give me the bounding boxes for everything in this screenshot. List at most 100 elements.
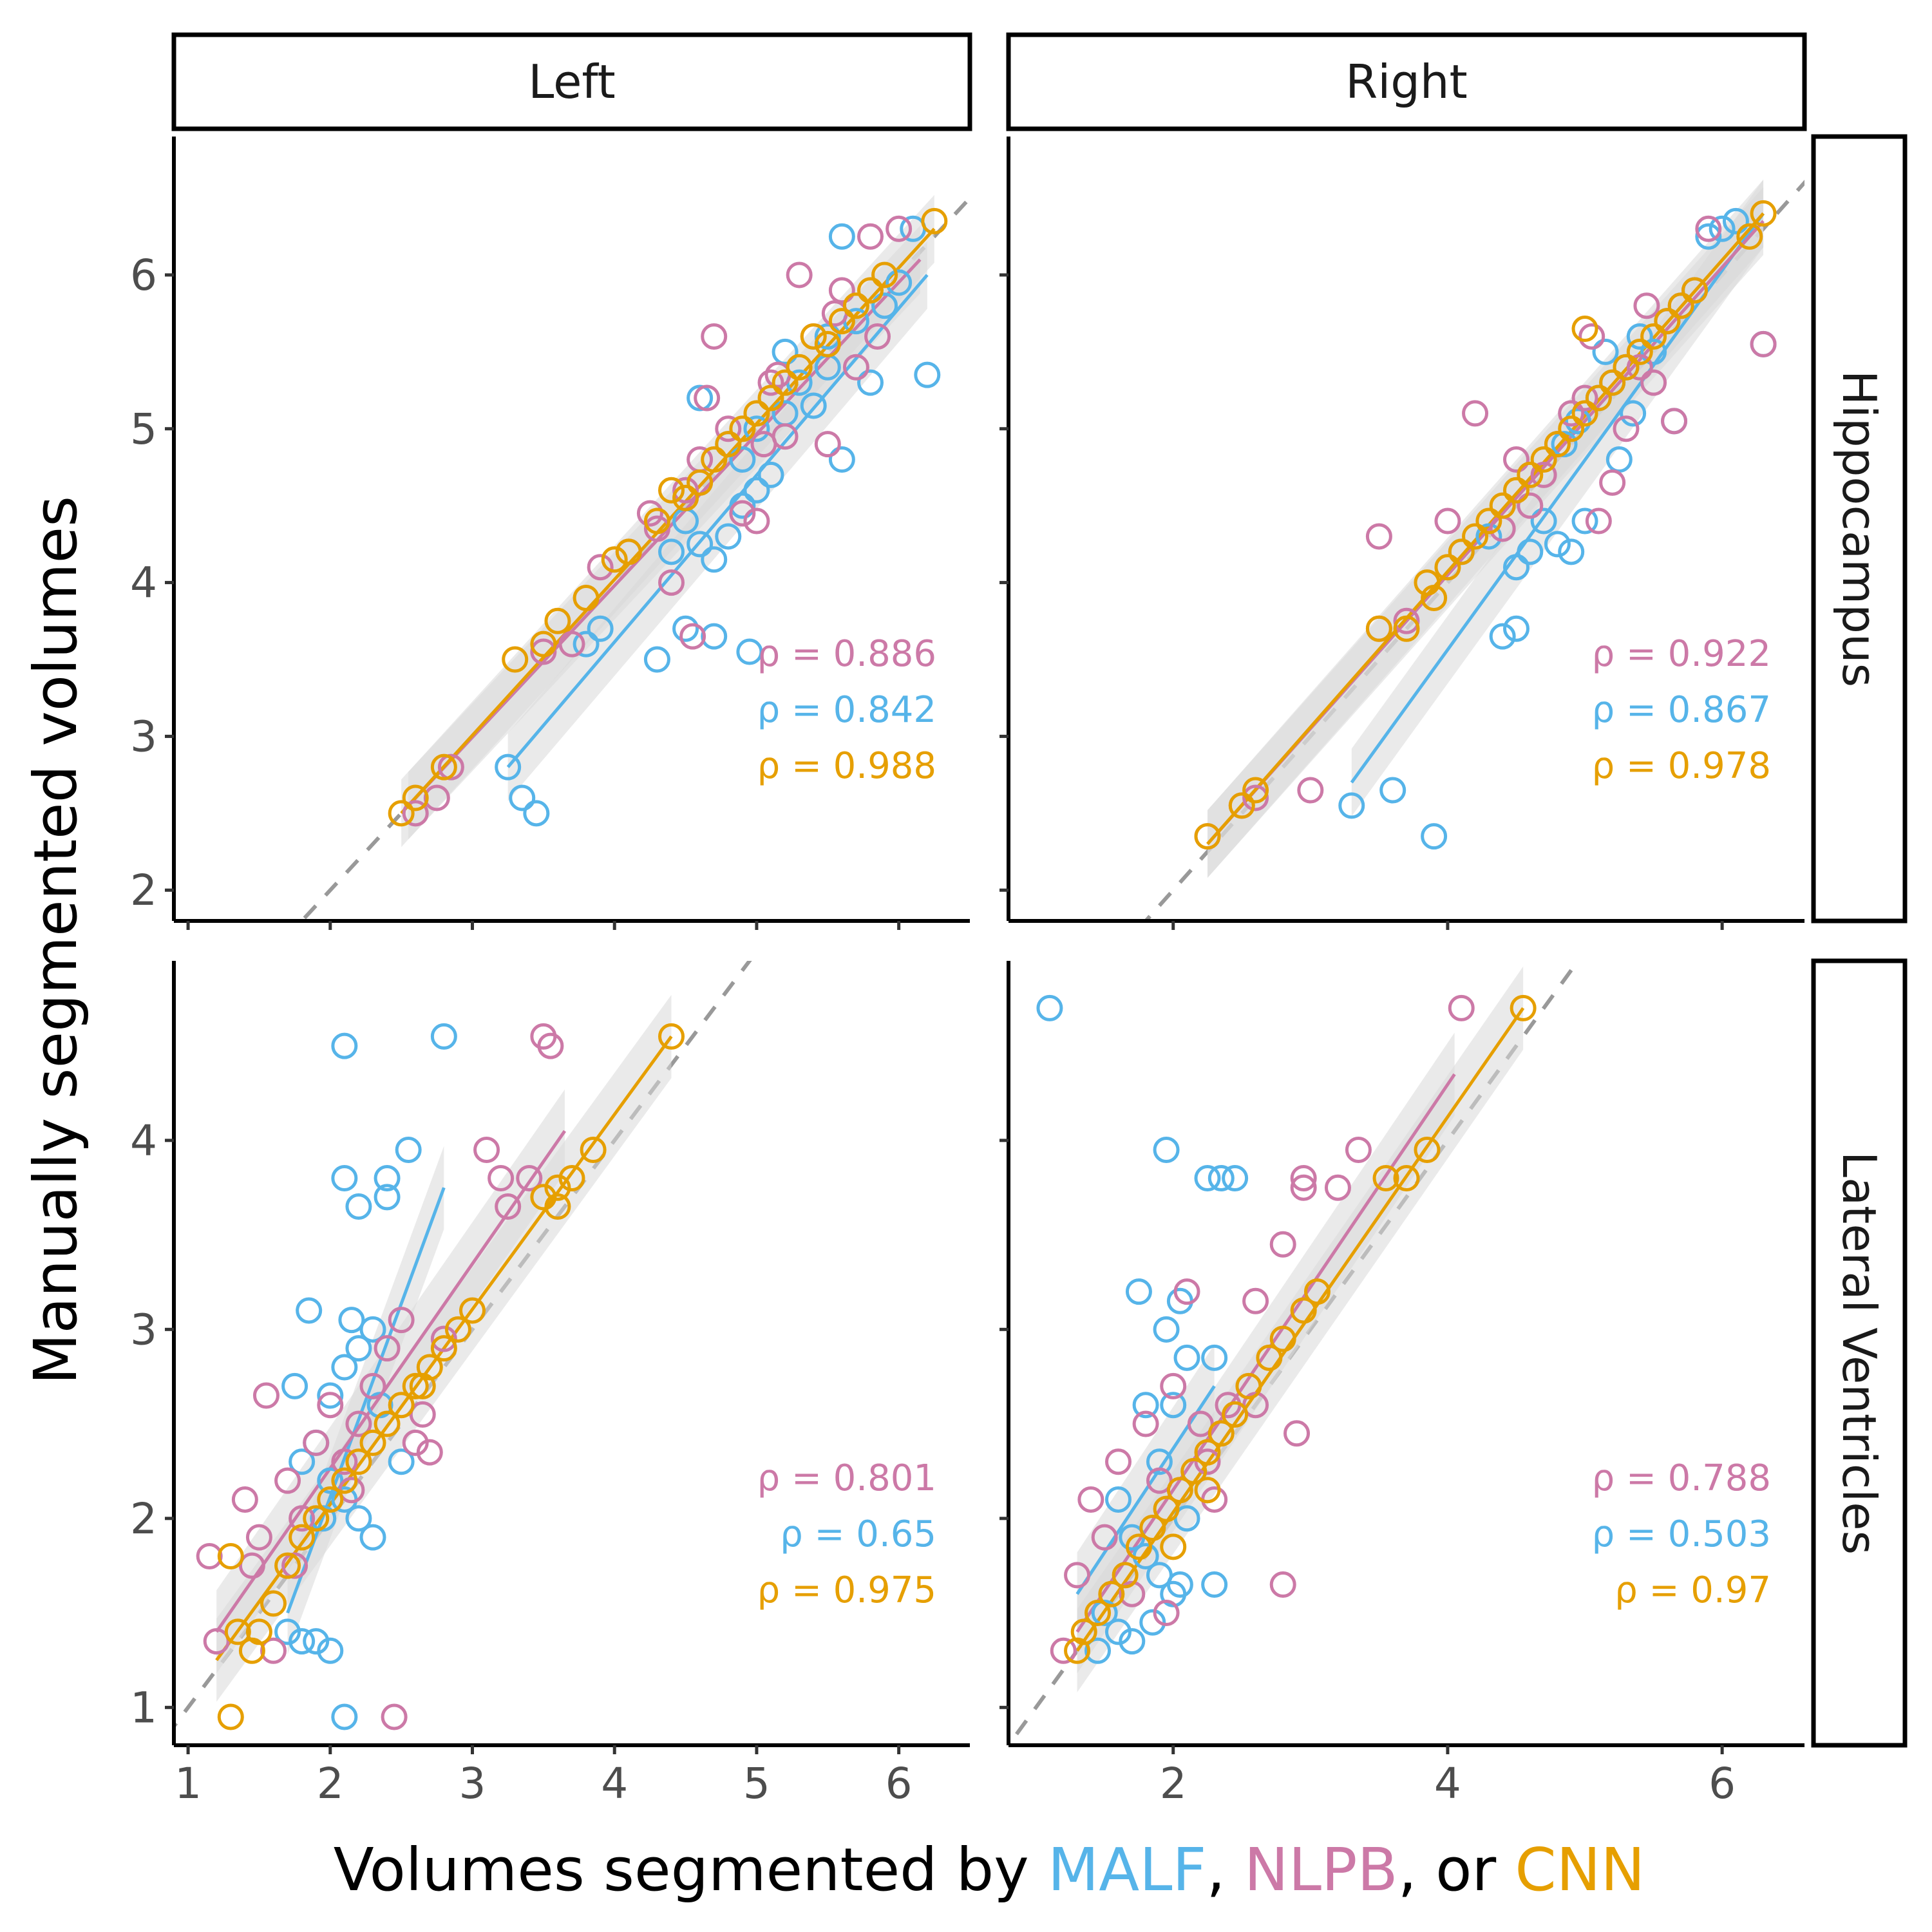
nlpb-point <box>1558 400 1585 427</box>
malf-point <box>729 492 756 519</box>
nlpb-point <box>757 369 784 396</box>
cnn-point <box>1125 1533 1152 1560</box>
nlpb-point <box>1160 1372 1187 1399</box>
malf-rho-label: ρ = 0.65 <box>780 1513 936 1555</box>
malf-point <box>1489 623 1516 650</box>
nlpb-point <box>1077 1486 1104 1513</box>
malf-point <box>672 615 699 642</box>
malf-point <box>1544 531 1571 558</box>
malf-point <box>331 1703 358 1730</box>
nlpb-point <box>203 1628 230 1655</box>
malf-point <box>757 461 784 488</box>
cnn-point <box>1269 1325 1296 1352</box>
cnn-point <box>1208 1420 1235 1447</box>
cnn-point <box>857 277 884 304</box>
cnn-point <box>374 1410 401 1437</box>
malf-point <box>1173 1344 1200 1371</box>
cnn-rho-label: ρ = 0.988 <box>757 745 936 787</box>
cnn-point <box>260 1590 287 1617</box>
malf-point <box>317 1467 344 1494</box>
nlpb-point <box>495 1193 522 1220</box>
nlpb-point <box>1064 1562 1091 1589</box>
malf-point <box>1421 823 1448 850</box>
cnn-point <box>1222 1401 1249 1428</box>
strip-hippocampus: Hippocampus <box>1811 134 1908 923</box>
cnn-point <box>1242 777 1269 804</box>
y-tick-label: 1 <box>130 1683 157 1732</box>
cnn-point <box>1139 1514 1166 1541</box>
malf-point <box>395 1136 422 1163</box>
x-tick-label: 6 <box>886 1759 913 1808</box>
malf-point <box>743 415 770 442</box>
x-tick-label: 2 <box>317 1759 344 1808</box>
cnn-point <box>430 1335 457 1362</box>
strip-right: Right <box>1006 32 1807 131</box>
malf-rho-label: ρ = 0.842 <box>757 689 936 731</box>
nlpb-point <box>374 1335 401 1362</box>
malf-point <box>1338 792 1365 819</box>
nlpb-point <box>1091 1524 1118 1551</box>
y-tick-label: 3 <box>130 712 157 761</box>
cnn-point <box>921 207 948 234</box>
nlpb-point <box>1530 461 1557 488</box>
cnn-point <box>1166 1477 1193 1504</box>
cnn-point <box>303 1505 330 1532</box>
cnn-point <box>687 469 714 496</box>
cnn-point <box>772 369 799 396</box>
plot-area <box>174 961 752 1730</box>
nlpb-point <box>1345 1136 1372 1163</box>
malf-point <box>643 646 670 673</box>
malf-point <box>345 1505 372 1532</box>
cnn-point <box>217 1703 244 1730</box>
nlpb-point <box>587 554 614 581</box>
malf-point <box>828 223 855 250</box>
x-tick-label: 5 <box>743 1759 770 1808</box>
cnn-rho-label: ρ = 0.975 <box>757 1569 936 1611</box>
nlpb-point <box>864 323 891 350</box>
malf-point <box>509 784 536 811</box>
cnn-point <box>1448 538 1475 565</box>
nlpb-point <box>537 1032 564 1059</box>
nlpb-point <box>1269 1231 1296 1258</box>
nlpb-point <box>488 1165 515 1192</box>
x-tick-label: 3 <box>459 1759 486 1808</box>
cnn-point <box>1372 1165 1399 1192</box>
cnn-point <box>502 646 529 673</box>
strip-left-label: Left <box>528 55 615 109</box>
malf-point <box>1530 507 1557 535</box>
nlpb-point <box>1434 507 1461 535</box>
malf-point <box>729 446 756 473</box>
y-tick-label: 4 <box>130 558 157 608</box>
strip-hippocampus-label: Hippocampus <box>1832 370 1886 687</box>
cnn-rho-label: ρ = 0.97 <box>1615 1569 1771 1611</box>
nlpb-point <box>1290 1174 1317 1201</box>
cnn-point <box>729 415 756 442</box>
cnn-point <box>1667 292 1694 319</box>
nlpb-point <box>1297 777 1324 804</box>
cnn-point <box>1098 1580 1125 1607</box>
malf-point <box>345 1193 372 1220</box>
malf-point <box>359 1524 386 1551</box>
malf-point <box>871 292 898 319</box>
malf-point <box>1571 507 1598 535</box>
nlpb-point <box>1242 1287 1269 1314</box>
x-tick-label: 2 <box>1160 1759 1187 1808</box>
malf-point <box>495 753 522 781</box>
nlpb-point <box>701 323 728 350</box>
nlpb-point <box>303 1429 330 1456</box>
nlpb-point <box>317 1392 344 1419</box>
malf-point <box>1475 523 1502 550</box>
nlpb-point <box>750 431 777 458</box>
nlpb-point <box>1695 215 1722 242</box>
nlpb-point <box>1132 1410 1159 1437</box>
cnn-point <box>217 1543 244 1570</box>
cnn-point <box>1640 323 1667 350</box>
cnn-point <box>842 292 869 319</box>
cnn-point <box>1414 569 1441 596</box>
cnn-point <box>1256 1344 1283 1371</box>
nlpb-point <box>1640 369 1667 396</box>
strip-right-label: Right <box>1345 55 1468 109</box>
nlpb-point <box>636 500 663 527</box>
malf-point <box>1201 1571 1228 1598</box>
